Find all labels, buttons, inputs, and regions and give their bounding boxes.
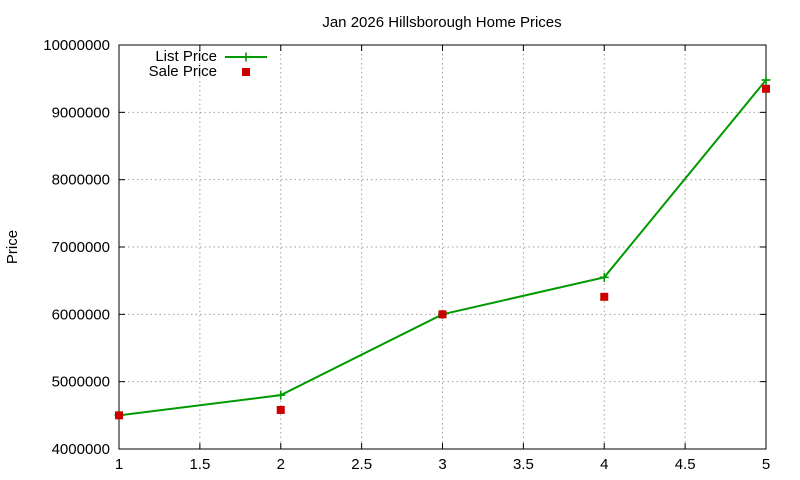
y-tick-label: 5000000: [52, 374, 110, 391]
legend: List Price Sale Price: [149, 48, 267, 80]
legend-label-sale-price: Sale Price: [149, 63, 217, 80]
x-tick-label: 4.5: [675, 456, 696, 473]
axis-ticks: 1 1.5 2 2.5 3 3.5 4 4.5 5 4000000 5000000 6000000 70…: [43, 37, 770, 473]
series-layer: [114, 75, 771, 420]
x-tick-label: 2: [277, 456, 285, 473]
y-tick-label: 8000000: [52, 172, 110, 189]
y-tick-label: 4000000: [52, 441, 110, 458]
y-tick-label: 6000000: [52, 306, 110, 323]
x-tick-label: 1.5: [189, 456, 210, 473]
data-point: [600, 292, 609, 301]
data-point: [599, 272, 609, 282]
x-tick-label: 1: [115, 456, 123, 473]
x-tick-label: 5: [762, 456, 770, 473]
y-tick-label: 10000000: [43, 37, 110, 54]
data-point: [276, 390, 286, 400]
y-tick-label: 9000000: [52, 104, 110, 121]
y-tick-label: 7000000: [52, 239, 110, 256]
data-point: [762, 84, 770, 93]
chart-title: Jan 2026 Hillsborough Home Prices: [322, 14, 561, 31]
legend-marker-list-price: [241, 52, 251, 62]
legend-marker-sale-price: [242, 68, 250, 76]
data-point: [276, 405, 285, 414]
x-tick-label: 3.5: [513, 456, 534, 473]
data-point: [115, 411, 123, 420]
grid-lines: [119, 45, 766, 449]
x-tick-label: 3: [438, 456, 446, 473]
data-point: [761, 75, 771, 85]
x-tick-label: 2.5: [351, 456, 372, 473]
x-tick-label: 4: [600, 456, 608, 473]
data-point: [438, 310, 447, 319]
legend-label-list-price: List Price: [155, 48, 217, 65]
series-sale-price: [115, 84, 770, 420]
y-axis-label: Price: [4, 230, 21, 264]
